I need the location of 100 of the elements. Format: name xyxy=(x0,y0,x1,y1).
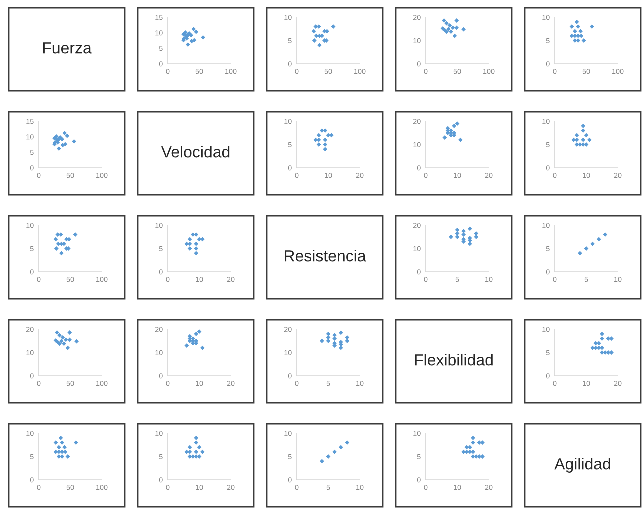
point xyxy=(600,332,604,336)
point xyxy=(444,21,449,26)
point xyxy=(480,454,485,459)
point xyxy=(345,335,350,340)
point xyxy=(345,338,350,344)
point xyxy=(454,26,460,30)
point xyxy=(323,147,328,152)
point xyxy=(471,440,476,445)
point xyxy=(454,18,460,23)
point xyxy=(326,133,331,138)
point xyxy=(468,242,472,246)
point xyxy=(200,346,205,350)
point xyxy=(448,23,452,28)
point xyxy=(468,226,472,232)
point xyxy=(449,234,454,240)
point xyxy=(338,330,344,336)
point xyxy=(192,27,196,32)
point xyxy=(590,24,594,29)
point xyxy=(74,440,78,445)
point xyxy=(338,346,344,350)
point xyxy=(68,338,72,342)
point xyxy=(194,242,199,246)
point xyxy=(462,232,466,237)
point xyxy=(474,231,479,236)
text: Fuerza xyxy=(43,42,92,54)
point xyxy=(201,35,206,40)
point xyxy=(73,232,78,237)
point xyxy=(587,138,592,142)
point xyxy=(197,237,202,242)
point xyxy=(596,237,602,242)
point xyxy=(331,24,336,29)
point xyxy=(66,346,70,350)
point xyxy=(584,133,589,138)
point xyxy=(197,330,202,334)
point xyxy=(56,146,62,151)
text: Resistencia xyxy=(285,250,366,262)
point xyxy=(579,34,584,38)
point xyxy=(471,450,476,454)
point xyxy=(184,344,190,348)
point xyxy=(471,436,476,440)
point xyxy=(68,330,72,335)
point xyxy=(578,29,584,34)
point xyxy=(62,342,66,346)
point xyxy=(332,336,337,341)
point xyxy=(56,242,61,246)
point xyxy=(480,440,485,445)
point xyxy=(60,454,65,459)
point xyxy=(194,232,199,237)
point xyxy=(581,138,586,142)
point xyxy=(455,228,460,232)
point xyxy=(62,445,68,450)
point xyxy=(326,332,331,336)
point xyxy=(455,122,460,126)
point xyxy=(194,246,199,251)
point xyxy=(194,251,199,256)
point xyxy=(200,450,205,454)
point xyxy=(316,133,322,138)
point xyxy=(462,27,466,32)
point xyxy=(332,450,337,454)
point xyxy=(74,339,79,344)
point xyxy=(60,335,66,340)
point xyxy=(574,20,580,24)
point xyxy=(442,136,448,140)
point xyxy=(312,29,316,34)
point xyxy=(600,336,604,341)
point xyxy=(56,445,62,450)
point xyxy=(312,38,317,43)
point xyxy=(458,138,463,142)
point xyxy=(590,242,595,246)
point xyxy=(64,338,68,342)
point xyxy=(446,27,451,32)
point xyxy=(317,43,322,48)
point xyxy=(194,332,199,336)
point xyxy=(54,246,59,251)
point xyxy=(610,350,614,355)
point xyxy=(54,450,58,454)
point xyxy=(581,128,586,133)
point xyxy=(610,336,614,341)
point xyxy=(62,131,68,136)
point xyxy=(190,39,194,44)
point xyxy=(194,30,199,34)
point xyxy=(570,24,574,29)
point xyxy=(576,24,581,29)
point xyxy=(59,251,64,256)
point xyxy=(320,459,324,464)
point xyxy=(194,450,199,454)
point xyxy=(58,333,62,338)
point xyxy=(55,330,60,335)
point xyxy=(345,440,350,445)
point xyxy=(323,128,328,133)
point xyxy=(197,445,202,450)
point xyxy=(574,133,580,138)
text: Flexibilidad xyxy=(415,354,493,366)
point xyxy=(442,18,446,23)
point xyxy=(54,237,58,242)
point xyxy=(578,251,582,256)
point xyxy=(65,134,70,138)
point xyxy=(60,143,66,148)
point xyxy=(188,445,192,450)
point xyxy=(572,29,578,34)
